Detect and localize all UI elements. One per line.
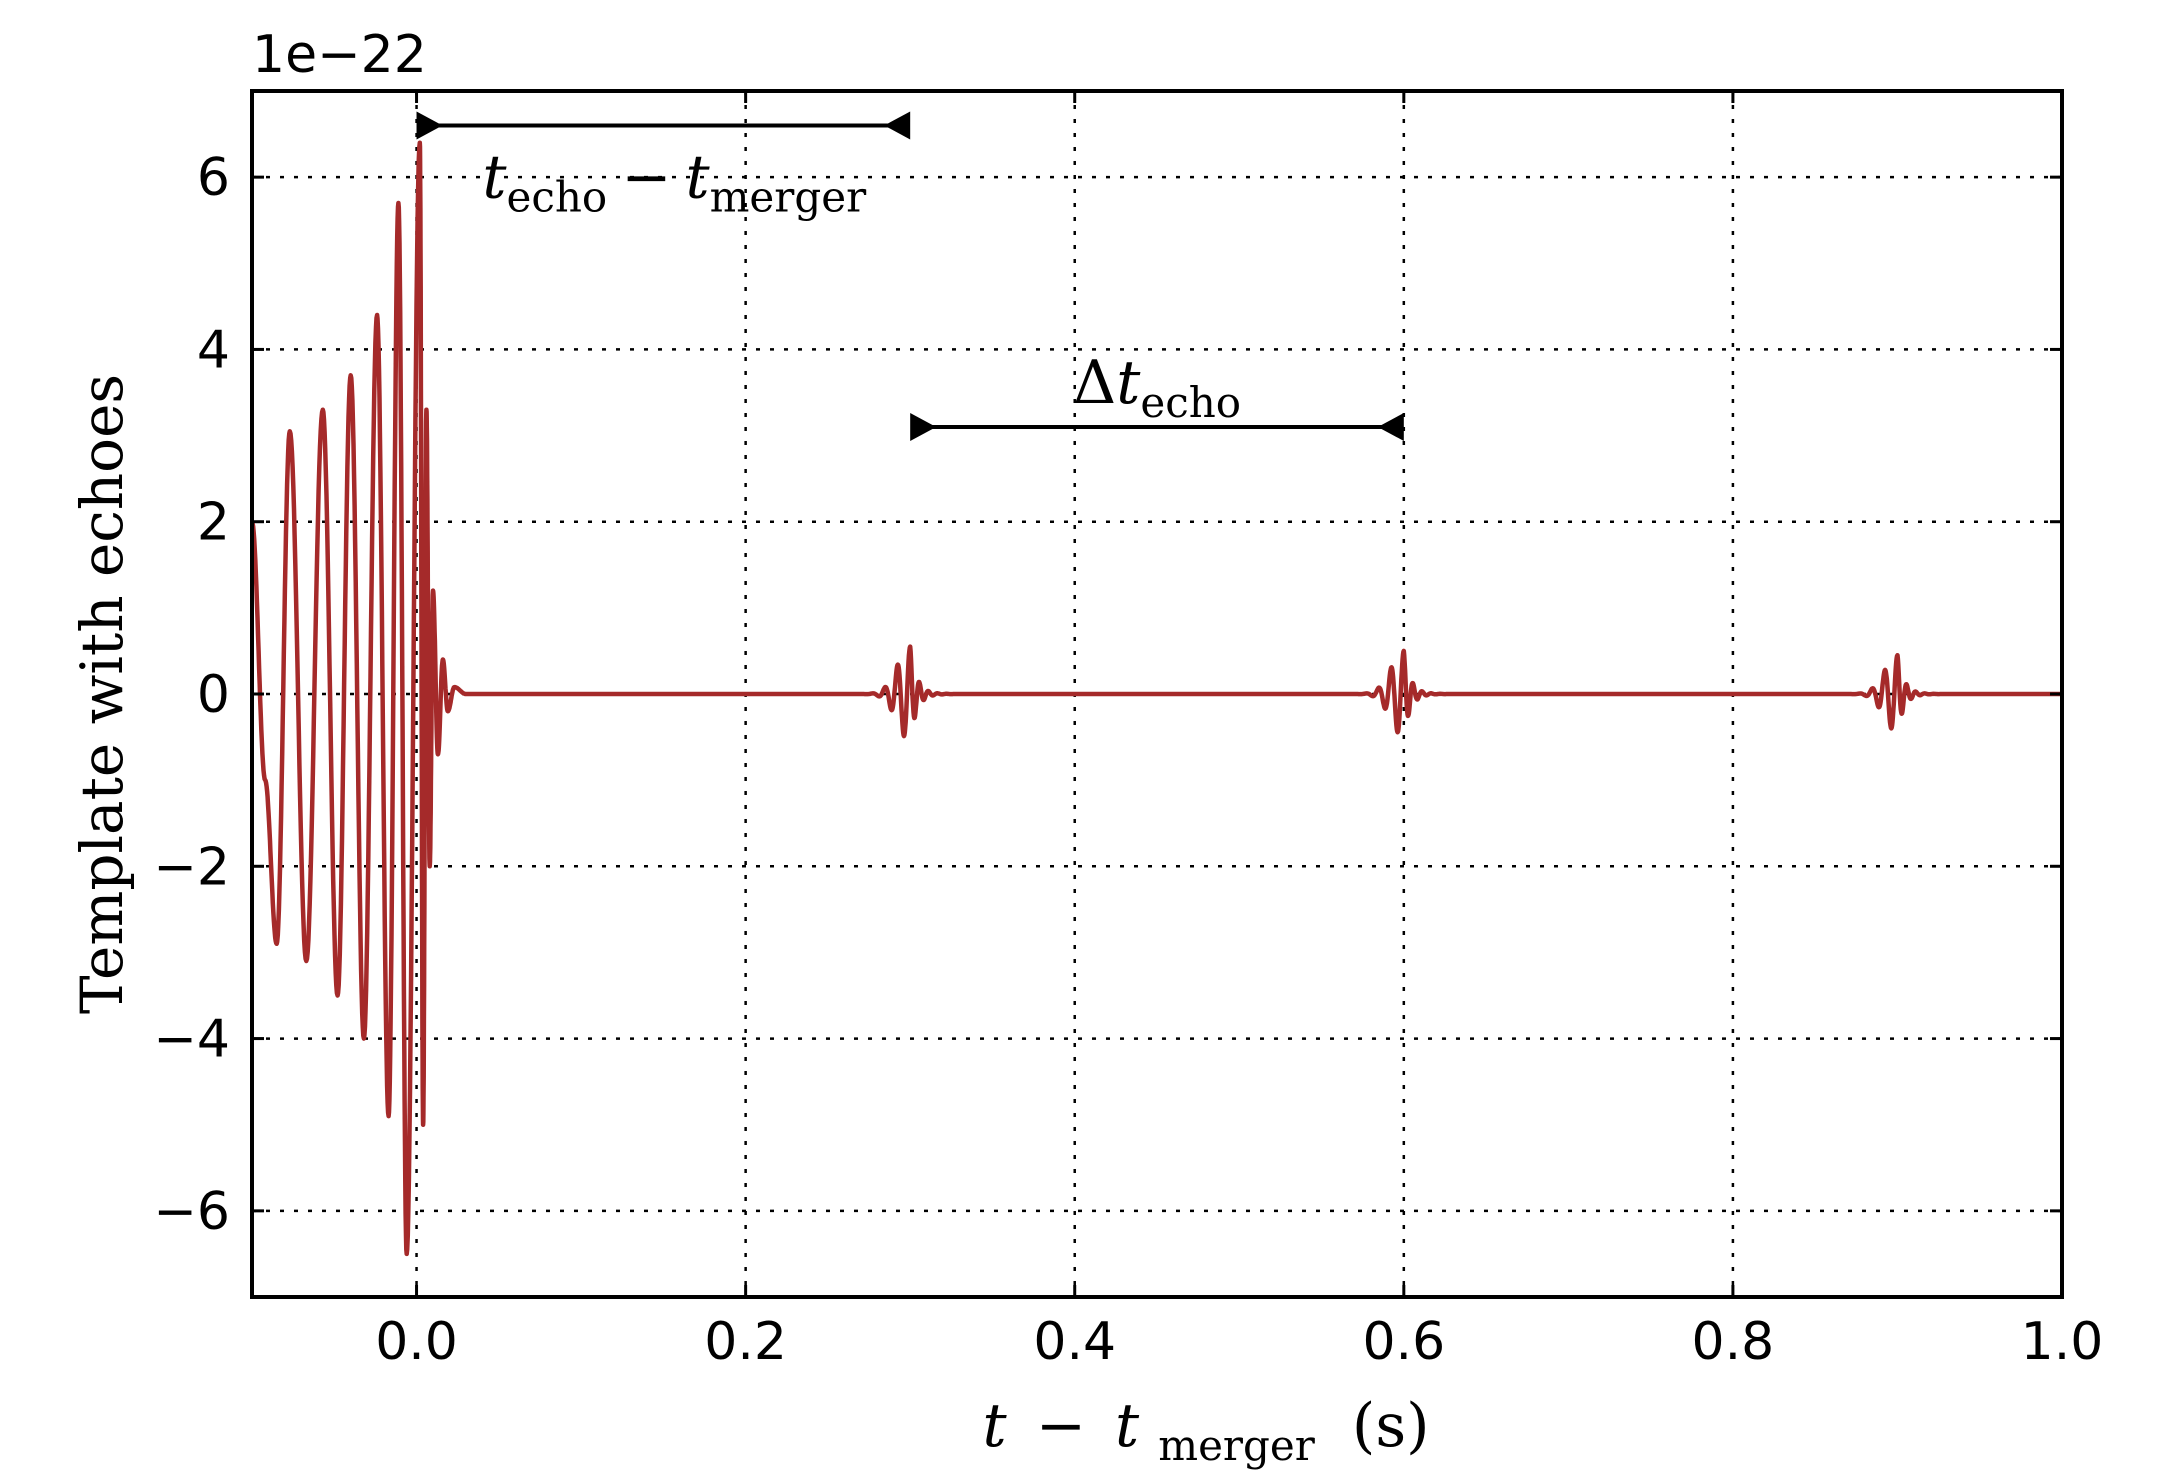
arrowhead-left bbox=[910, 412, 937, 441]
techo-minus-tmerger-annotation: techo − tmerger bbox=[416, 111, 911, 221]
offset-label: 1e−22 bbox=[252, 25, 427, 85]
ticks: 0.0 0.2 0.4 0.6 0.8 1.0 −6 −4 −2 0 2 4 6 bbox=[153, 91, 2103, 1372]
arrowhead-right bbox=[884, 111, 911, 140]
annotations: techo − tmerger Δtecho bbox=[416, 111, 1404, 441]
y-axis-label: Template with echoes bbox=[68, 374, 136, 1014]
x-tick-label: 0.4 bbox=[1033, 1312, 1116, 1372]
arrowhead-right bbox=[1377, 412, 1404, 441]
y-tick-label: −4 bbox=[153, 1010, 230, 1070]
plot-area bbox=[252, 140, 2062, 1257]
x-tick-label: 0.8 bbox=[1692, 1312, 1775, 1372]
y-tick-label: 6 bbox=[197, 148, 230, 208]
x-tick-label: 0.2 bbox=[704, 1312, 787, 1372]
techo-minus-tmerger-label: techo − tmerger bbox=[482, 142, 867, 221]
y-tick-label: −2 bbox=[153, 837, 230, 897]
y-tick-label: −6 bbox=[153, 1182, 230, 1242]
delta-techo-label: Δtecho bbox=[1073, 348, 1241, 427]
arrowhead-left bbox=[416, 111, 443, 140]
y-tick-label: 4 bbox=[197, 320, 230, 380]
y-tick-label: 0 bbox=[197, 665, 230, 725]
delta-techo-annotation: Δtecho bbox=[910, 348, 1404, 441]
x-tick-label: 1.0 bbox=[2021, 1312, 2104, 1372]
waveform-line bbox=[252, 140, 2062, 1257]
x-axis-label: t − t merger (s) bbox=[982, 1391, 1429, 1475]
x-tick-label: 0.0 bbox=[375, 1312, 458, 1372]
x-tick-label: 0.6 bbox=[1362, 1312, 1445, 1372]
y-tick-label: 2 bbox=[197, 493, 230, 553]
